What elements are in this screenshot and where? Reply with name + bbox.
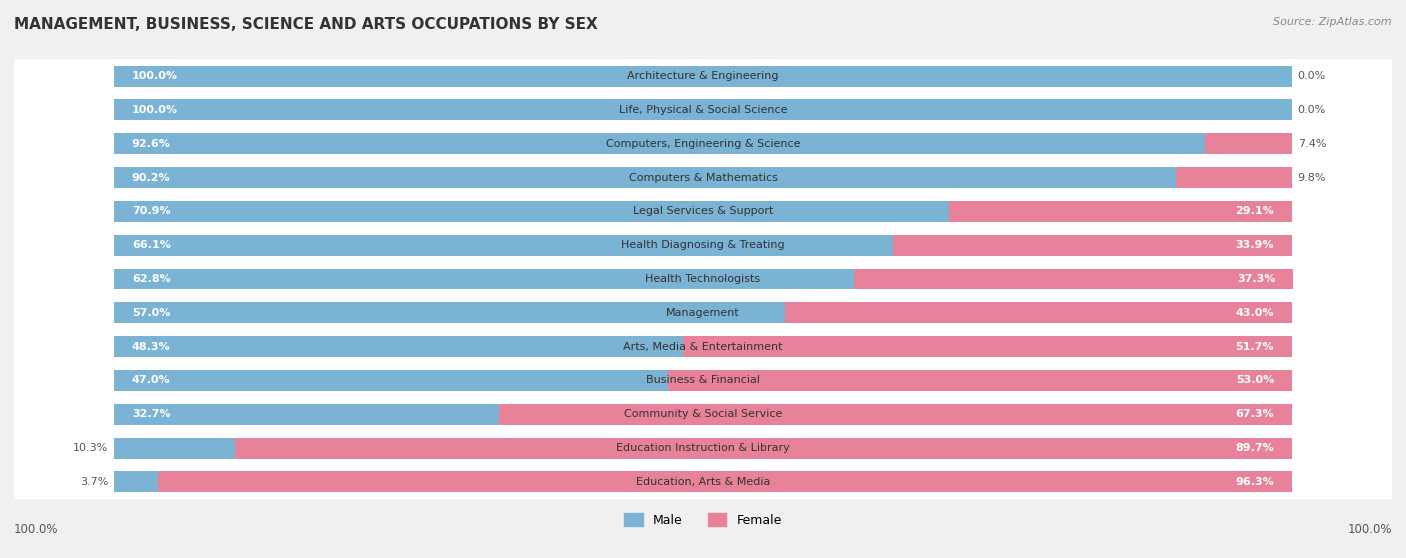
Text: Education Instruction & Library: Education Instruction & Library (616, 443, 790, 453)
Text: 92.6%: 92.6% (132, 139, 170, 149)
Bar (157, 472, 1292, 492)
Text: 47.0%: 47.0% (132, 376, 170, 386)
Bar (114, 99, 1292, 121)
Text: 89.7%: 89.7% (1236, 443, 1274, 453)
Bar (14, 161, 1392, 194)
Text: 32.7%: 32.7% (132, 409, 170, 419)
Bar (114, 167, 1177, 188)
Text: Legal Services & Support: Legal Services & Support (633, 206, 773, 217)
Bar (1205, 133, 1292, 154)
Text: 100.0%: 100.0% (1347, 523, 1392, 536)
Text: Arts, Media & Entertainment: Arts, Media & Entertainment (623, 341, 783, 352)
Bar (14, 93, 1392, 127)
Bar (1177, 167, 1292, 188)
Text: 0.0%: 0.0% (1298, 71, 1326, 81)
Bar (14, 364, 1392, 397)
Text: 0.0%: 0.0% (1298, 105, 1326, 115)
Bar (14, 296, 1392, 330)
Bar (235, 437, 1292, 459)
Bar (786, 302, 1292, 323)
Text: 57.0%: 57.0% (132, 308, 170, 318)
Bar (114, 336, 683, 357)
Bar (114, 302, 786, 323)
Bar (114, 437, 235, 459)
Bar (853, 268, 1294, 290)
Bar (114, 472, 157, 492)
Text: Life, Physical & Social Science: Life, Physical & Social Science (619, 105, 787, 115)
Bar (949, 201, 1292, 222)
Text: Architecture & Engineering: Architecture & Engineering (627, 71, 779, 81)
Text: 53.0%: 53.0% (1236, 376, 1274, 386)
Text: 7.4%: 7.4% (1298, 139, 1326, 149)
Bar (499, 404, 1292, 425)
Text: Health Diagnosing & Treating: Health Diagnosing & Treating (621, 240, 785, 250)
Bar (114, 235, 893, 256)
Bar (114, 370, 668, 391)
Bar (14, 194, 1392, 228)
Bar (14, 431, 1392, 465)
Text: 62.8%: 62.8% (132, 274, 170, 284)
Text: Management: Management (666, 308, 740, 318)
Text: 70.9%: 70.9% (132, 206, 170, 217)
Text: Health Technologists: Health Technologists (645, 274, 761, 284)
Text: 43.0%: 43.0% (1236, 308, 1274, 318)
Bar (114, 404, 499, 425)
Text: 33.9%: 33.9% (1236, 240, 1274, 250)
Text: Community & Social Service: Community & Social Service (624, 409, 782, 419)
Bar (893, 235, 1292, 256)
Text: 100.0%: 100.0% (132, 71, 177, 81)
Text: 29.1%: 29.1% (1236, 206, 1274, 217)
Bar (683, 336, 1292, 357)
Text: Business & Financial: Business & Financial (645, 376, 761, 386)
Bar (14, 262, 1392, 296)
Text: Computers & Mathematics: Computers & Mathematics (628, 172, 778, 182)
Text: 67.3%: 67.3% (1236, 409, 1274, 419)
Legend: Male, Female: Male, Female (619, 508, 787, 532)
Bar (14, 330, 1392, 364)
Bar (14, 465, 1392, 499)
Text: 96.3%: 96.3% (1236, 477, 1274, 487)
Text: 48.3%: 48.3% (132, 341, 170, 352)
Text: 9.8%: 9.8% (1298, 172, 1326, 182)
Text: 10.3%: 10.3% (73, 443, 108, 453)
Text: Computers, Engineering & Science: Computers, Engineering & Science (606, 139, 800, 149)
Text: Education, Arts & Media: Education, Arts & Media (636, 477, 770, 487)
Text: 51.7%: 51.7% (1236, 341, 1274, 352)
Text: 100.0%: 100.0% (14, 523, 59, 536)
Bar (114, 133, 1205, 154)
Text: 37.3%: 37.3% (1237, 274, 1275, 284)
Bar (14, 127, 1392, 161)
Text: 90.2%: 90.2% (132, 172, 170, 182)
Bar (14, 228, 1392, 262)
Text: 3.7%: 3.7% (80, 477, 108, 487)
Text: 66.1%: 66.1% (132, 240, 170, 250)
Bar (114, 201, 949, 222)
Bar (114, 66, 1292, 86)
Bar (114, 268, 853, 290)
Bar (14, 397, 1392, 431)
Text: MANAGEMENT, BUSINESS, SCIENCE AND ARTS OCCUPATIONS BY SEX: MANAGEMENT, BUSINESS, SCIENCE AND ARTS O… (14, 17, 598, 32)
Text: 100.0%: 100.0% (132, 105, 177, 115)
Bar (14, 59, 1392, 93)
Text: Source: ZipAtlas.com: Source: ZipAtlas.com (1274, 17, 1392, 27)
Bar (668, 370, 1292, 391)
